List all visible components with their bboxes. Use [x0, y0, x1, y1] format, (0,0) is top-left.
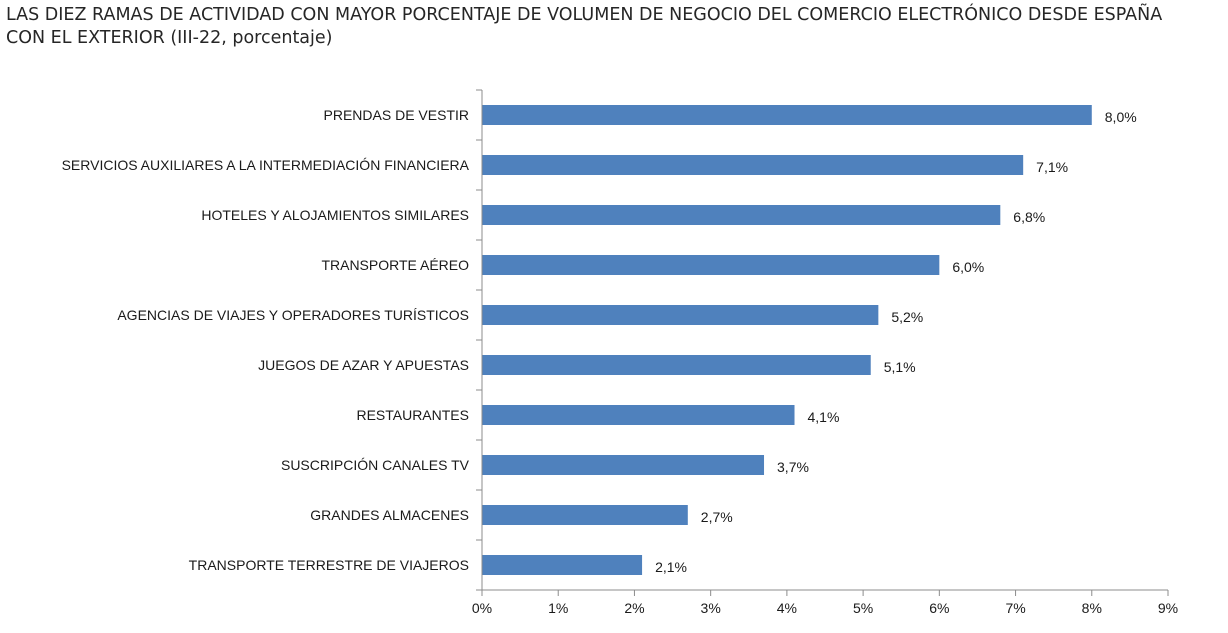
- bar-4: [482, 255, 940, 275]
- category-label: SERVICIOS AUXILIARES A LA INTERMEDIACIÓN…: [62, 157, 470, 173]
- data-label: 5,1%: [884, 359, 916, 375]
- x-tick-label: 9%: [1158, 600, 1178, 616]
- bar-10: [482, 555, 643, 575]
- category-label: GRANDES ALMACENES: [310, 507, 469, 523]
- x-tick-label: 4%: [777, 600, 797, 616]
- category-label: JUEGOS DE AZAR Y APUESTAS: [258, 357, 469, 373]
- data-label: 5,2%: [891, 309, 923, 325]
- data-label: 6,8%: [1013, 209, 1045, 225]
- bar-5: [482, 305, 879, 325]
- chart-title: LAS DIEZ RAMAS DE ACTIVIDAD CON MAYOR PO…: [6, 5, 1163, 48]
- bar-6: [482, 355, 871, 375]
- category-label: TRANSPORTE TERRESTRE DE VIAJEROS: [189, 557, 469, 573]
- data-label: 2,1%: [655, 559, 687, 575]
- bar-9: [482, 505, 688, 525]
- bars-group: [482, 105, 1092, 575]
- labels-group: PRENDAS DE VESTIR 8,0% SERVICIOS AUXILIARE…: [62, 107, 1179, 616]
- axes-group: [476, 89, 1169, 596]
- category-label: TRANSPORTE AÉREO: [321, 257, 469, 273]
- x-tick-label: 7%: [1005, 600, 1025, 616]
- data-label: 7,1%: [1036, 159, 1068, 175]
- bar-1: [482, 105, 1092, 125]
- x-tick-label: 3%: [701, 600, 721, 616]
- data-label: 6,0%: [952, 259, 984, 275]
- bar-3: [482, 205, 1001, 225]
- category-label: AGENCIAS DE VIAJES Y OPERADORES TURÍSTIC…: [117, 307, 469, 323]
- x-tick-label: 1%: [548, 600, 568, 616]
- data-label: 4,1%: [808, 409, 840, 425]
- x-tick-label: 8%: [1082, 600, 1102, 616]
- x-tick-label: 5%: [853, 600, 873, 616]
- category-label: SUSCRIPCIÓN CANALES TV: [281, 457, 470, 473]
- bar-7: [482, 405, 795, 425]
- data-label: 2,7%: [701, 509, 733, 525]
- data-label: 8,0%: [1105, 109, 1137, 125]
- bar-2: [482, 155, 1024, 175]
- category-label: PRENDAS DE VESTIR: [324, 107, 469, 123]
- data-label: 3,7%: [777, 459, 809, 475]
- x-tick-label: 0%: [472, 600, 492, 616]
- bar-8: [482, 455, 765, 475]
- x-tick-label: 2%: [624, 600, 644, 616]
- category-label: HOTELES Y ALOJAMIENTOS SIMILARES: [201, 207, 469, 223]
- x-tick-label: 6%: [929, 600, 949, 616]
- category-label: RESTAURANTES: [356, 407, 469, 423]
